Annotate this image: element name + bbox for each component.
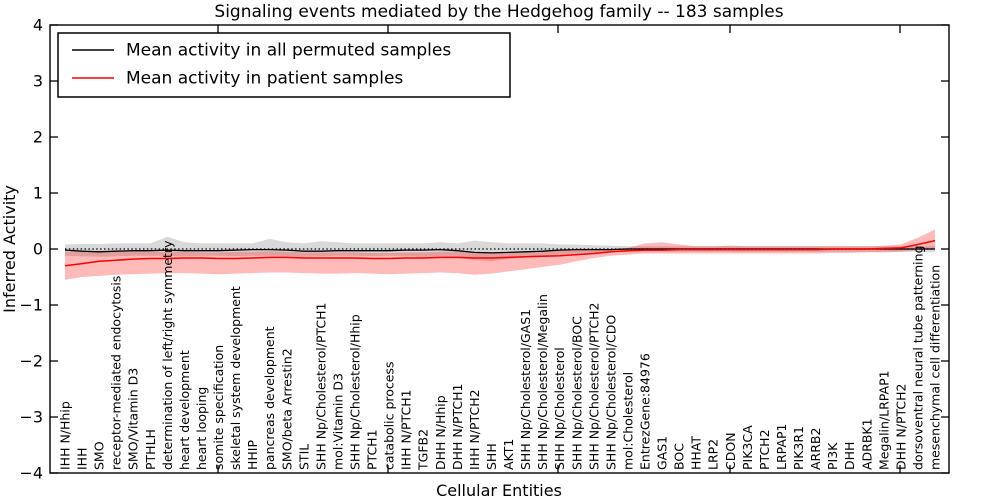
- x-category-label: PI3K: [825, 442, 840, 470]
- x-category-label: SHH Np/Cholesterol/Megalin: [535, 294, 550, 470]
- x-category-label: SMO: [92, 441, 107, 470]
- x-category-label: AKT1: [501, 439, 516, 470]
- x-category-label: GAS1: [655, 436, 670, 470]
- x-category-label: PIK3R1: [791, 426, 806, 470]
- x-category-label: receptor-mediated endocytosis: [109, 276, 124, 470]
- x-category-label: EntrezGene:84976: [638, 353, 653, 470]
- y-tick-label: 0: [33, 240, 43, 259]
- y-tick-label: 2: [33, 128, 43, 147]
- x-category-label: DHH: [842, 442, 857, 470]
- x-category-label: HHAT: [689, 436, 704, 470]
- legend-label: Mean activity in patient samples: [126, 69, 403, 89]
- x-category-label: SMO/beta Arrestin2: [279, 348, 294, 470]
- x-category-label: IHH: [75, 448, 90, 471]
- x-category-label: PTHLH: [143, 429, 158, 470]
- x-category-label: BOC: [672, 443, 687, 470]
- permuted-samples-range-band: [65, 236, 935, 262]
- patient-mean-line: [64, 239, 936, 267]
- x-category-label: LRPAP1: [774, 424, 789, 470]
- x-category-label: PTCH2: [757, 429, 772, 470]
- y-tick-label: −1: [19, 296, 43, 315]
- y-tick-label: 3: [33, 72, 43, 91]
- x-category-label: PTCH1: [365, 429, 380, 470]
- y-tick-label: −3: [19, 408, 43, 427]
- x-category-label: IHH N/Hhip: [58, 401, 73, 470]
- x-category-label: mesenchymal cell differentiation: [928, 265, 943, 470]
- x-category-label: DHH N/PTCH2: [893, 384, 908, 470]
- x-category-label: heart development: [177, 350, 192, 470]
- x-category-label: ARRB2: [808, 428, 823, 470]
- legend-label: Mean activity in all permuted samples: [126, 41, 451, 61]
- x-category-label: STIL: [296, 444, 311, 470]
- x-category-label: mol:Cholesterol: [620, 372, 635, 470]
- x-category-label: IHH N/PTCH2: [467, 389, 482, 470]
- x-category-label: SHH Np/Cholesterol/PTCH1: [313, 303, 328, 471]
- plot-content: IHH N/Hhip IHH SMO receptor-mediated endocy…: [19, 16, 950, 483]
- x-category-label: DHH N/PTCH1: [450, 384, 465, 470]
- legend-box: [57, 32, 511, 98]
- x-category-label: SMO/Vitamin D3: [126, 368, 141, 470]
- x-category-label: Megalin/LRPAP1: [876, 370, 891, 470]
- x-category-label: catabolic process: [382, 361, 397, 470]
- plot-frame: [49, 24, 950, 474]
- y-axis-label: Inferred Activity: [0, 185, 19, 313]
- y-tick-label: 4: [33, 16, 43, 35]
- x-category-label: SHH Np/Cholesterol/BOC: [569, 316, 584, 470]
- y-tick-label: 1: [33, 184, 43, 203]
- y-tick-label: −2: [19, 352, 43, 371]
- chart-title: Signaling events mediated by the Hedgeho…: [214, 2, 783, 22]
- x-category-label: DHH N/Hhip: [433, 395, 448, 470]
- x-category-label: SHH Np/Cholesterol: [552, 347, 567, 470]
- x-category-label: HHIP: [245, 440, 260, 470]
- x-category-label: skeletal system development: [228, 286, 243, 470]
- x-category-label: SHH Np/Cholesterol/GAS1: [518, 309, 533, 470]
- x-category-label: SHH Np/Cholesterol/CDO: [603, 315, 618, 470]
- x-category-label: dorsoventral neural tube patterning: [910, 246, 925, 471]
- x-category-label: LRP2: [706, 439, 721, 470]
- x-category-label: heart looping: [194, 387, 209, 470]
- x-category-label: TGFB2: [416, 429, 431, 471]
- x-category-label: mol:Vitamin D3: [330, 373, 345, 470]
- patient-samples-range-band: [65, 229, 935, 280]
- x-category-label: determination of left/right symmetry: [160, 240, 175, 470]
- x-category-label: SHH Np/Cholesterol/PTCH2: [586, 303, 601, 471]
- y-tick-label: −4: [19, 464, 43, 483]
- x-category-label: SHH: [484, 443, 499, 470]
- x-category-label: SHH Np/Cholesterol/Hhip: [348, 314, 363, 470]
- x-axis-label: Cellular Entities: [436, 481, 562, 500]
- x-category-label: ADRBK1: [859, 418, 874, 470]
- x-category-label: somite specification: [211, 345, 226, 470]
- x-category-label: CDON: [723, 432, 738, 470]
- x-category-label: IHH N/PTCH1: [399, 389, 414, 470]
- x-category-label: pancreas development: [262, 326, 277, 470]
- x-category-label: PIK3CA: [740, 425, 755, 470]
